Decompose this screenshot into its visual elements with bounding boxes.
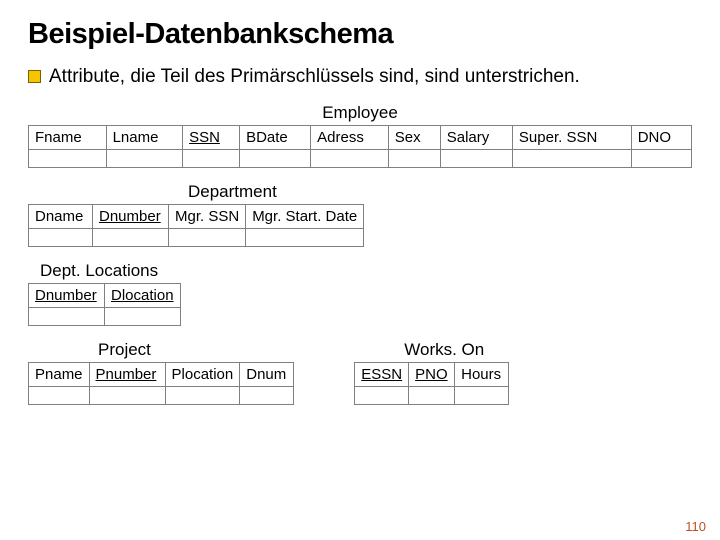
col-ssn: SSN	[183, 125, 240, 149]
table-row	[29, 307, 181, 325]
bullet-icon	[28, 70, 41, 83]
col-dnum: Dnum	[240, 362, 294, 386]
table-row: Dname Dnumber Mgr. SSN Mgr. Start. Date	[29, 204, 364, 228]
col-lname: Lname	[106, 125, 183, 149]
col-pname: Pname	[29, 362, 90, 386]
department-table: Dname Dnumber Mgr. SSN Mgr. Start. Date	[28, 204, 364, 247]
col-sex: Sex	[388, 125, 440, 149]
col-mgrstartdate: Mgr. Start. Date	[246, 204, 364, 228]
employee-table: Fname Lname SSN BDate Adress Sex Salary …	[28, 125, 692, 168]
col-bdate: BDate	[240, 125, 311, 149]
col-dlocation: Dlocation	[105, 283, 181, 307]
col-salary: Salary	[440, 125, 512, 149]
project-table: Pname Pnumber Plocation Dnum	[28, 362, 294, 405]
table-row: Dnumber Dlocation	[29, 283, 181, 307]
table-row: ESSN PNO Hours	[355, 362, 509, 386]
workson-table: ESSN PNO Hours	[354, 362, 509, 405]
table-row: Fname Lname SSN BDate Adress Sex Salary …	[29, 125, 692, 149]
slide-title: Beispiel-Datenbankschema	[28, 18, 692, 51]
col-hours: Hours	[455, 362, 509, 386]
col-dnumber: Dnumber	[93, 204, 169, 228]
table-row	[29, 228, 364, 246]
deptlocations-schema: Dept. Locations Dnumber Dlocation	[28, 261, 692, 326]
col-pno: PNO	[409, 362, 455, 386]
col-superssn: Super. SSN	[512, 125, 631, 149]
col-mgrssn: Mgr. SSN	[169, 204, 246, 228]
table-row	[29, 149, 692, 167]
employee-schema: Employee Fname Lname SSN BDate Adress Se…	[28, 103, 692, 168]
col-dno: DNO	[631, 125, 691, 149]
page-number: 110	[685, 519, 706, 534]
table-row	[355, 386, 509, 404]
project-schema: Project Pname Pnumber Plocation Dnum	[28, 340, 294, 405]
table-row: Pname Pnumber Plocation Dnum	[29, 362, 294, 386]
deptlocations-label: Dept. Locations	[28, 261, 692, 281]
workson-label: Works. On	[354, 340, 509, 360]
col-adress: Adress	[311, 125, 389, 149]
col-essn: ESSN	[355, 362, 409, 386]
employee-label: Employee	[28, 103, 692, 123]
col-fname: Fname	[29, 125, 107, 149]
bullet-text: Attribute, die Teil des Primärschlüssels…	[49, 65, 580, 89]
table-row	[29, 386, 294, 404]
project-label: Project	[28, 340, 294, 360]
workson-schema: Works. On ESSN PNO Hours	[354, 340, 509, 405]
department-schema: Department Dname Dnumber Mgr. SSN Mgr. S…	[28, 182, 692, 247]
department-label: Department	[28, 182, 692, 202]
col-dnumber: Dnumber	[29, 283, 105, 307]
deptlocations-table: Dnumber Dlocation	[28, 283, 181, 326]
bullet-item: Attribute, die Teil des Primärschlüssels…	[28, 65, 692, 89]
col-pnumber: Pnumber	[89, 362, 165, 386]
col-plocation: Plocation	[165, 362, 240, 386]
col-dname: Dname	[29, 204, 93, 228]
